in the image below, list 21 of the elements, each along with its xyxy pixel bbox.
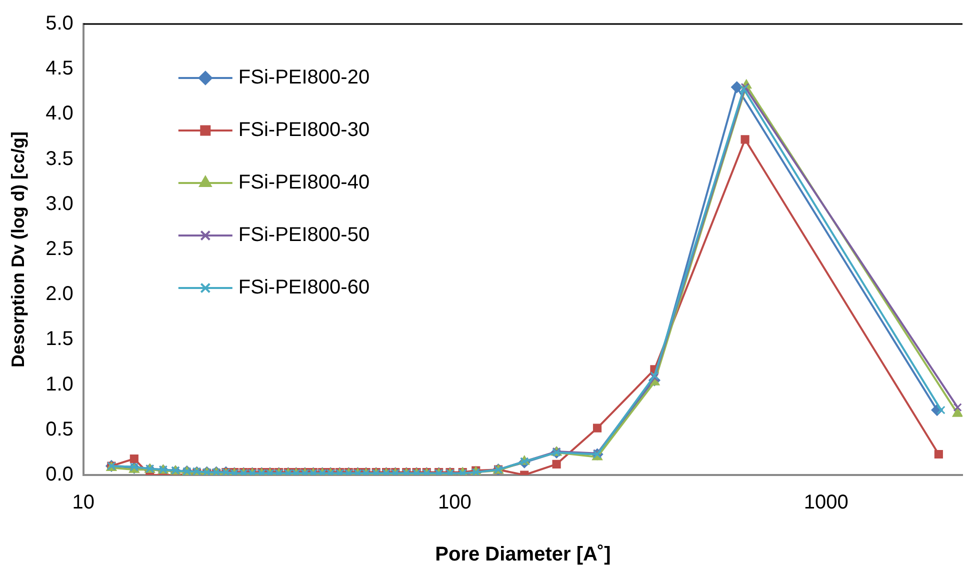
x-axis-title: Pore Diameter [A˚] [435,544,611,566]
y-tick-label: 4.0 [46,102,74,125]
y-tick-label: 1.0 [46,373,74,396]
y-tick-label: 1.5 [46,328,74,350]
y-tick-label: 0.0 [46,464,74,486]
y-tick-label: 2.0 [46,283,74,306]
x-tick-label: 100 [438,492,472,514]
legend-label: FSi-PEI800-60 [238,276,370,299]
legend-label: FSi-PEI800-30 [238,119,370,142]
legend-label: FSi-PEI800-20 [238,66,370,89]
legend-label: FSi-PEI800-50 [238,224,370,246]
y-tick-label: 2.5 [46,238,74,260]
y-axis-title: Desorption Dv (log d) [cc/g] [8,132,28,368]
y-tick-label: 3.0 [46,192,74,215]
y-tick-label: 0.5 [46,418,74,440]
y-tick-label: 3.5 [46,148,74,170]
x-tick-label: 10 [72,492,95,514]
y-tick-label: 4.5 [46,58,74,80]
x-tick-label: 1000 [804,492,848,514]
y-tick-label: 5.0 [46,12,74,35]
legend-label: FSi-PEI800-40 [238,172,370,194]
